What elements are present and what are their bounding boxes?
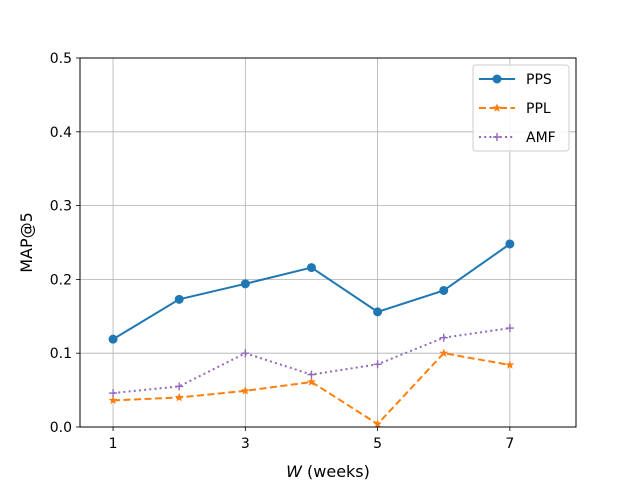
series-layer <box>108 239 515 428</box>
data-point-pps <box>174 294 184 304</box>
data-point-ppl <box>373 419 382 428</box>
data-point-amf <box>439 333 448 342</box>
data-point-amf <box>175 382 184 391</box>
data-point-ppl <box>439 348 449 357</box>
data-point-pps <box>373 307 383 317</box>
legend-item-ppl: PPL <box>479 101 551 117</box>
legend: PPS PPL AMF <box>472 64 570 152</box>
legend-label-ppl: PPL <box>526 101 551 117</box>
y-tick-label: 0.0 <box>50 420 72 436</box>
y-axis-label: MAP@5 <box>17 212 36 273</box>
y-axis-ticks: 0.0 0.1 0.2 0.3 0.4 0.5 <box>50 51 80 436</box>
legend-marker-pps <box>492 74 502 84</box>
data-point-amf <box>307 370 316 379</box>
x-axis-label-var: W <box>286 462 303 480</box>
y-tick-label: 0.3 <box>50 199 72 215</box>
data-point-amf <box>241 349 250 358</box>
legend-item-amf: AMF <box>479 130 556 146</box>
data-point-ppl <box>108 395 118 405</box>
data-point-pps <box>306 263 316 273</box>
data-point-amf <box>373 360 382 369</box>
y-tick-label: 0.1 <box>50 346 72 362</box>
data-point-pps <box>439 285 449 295</box>
data-point-pps <box>505 239 515 249</box>
legend-item-pps: PPS <box>479 72 552 88</box>
series-amf <box>109 324 514 398</box>
x-tick-label: 1 <box>109 436 118 452</box>
y-tick-label: 0.5 <box>50 51 72 67</box>
series-pps <box>108 239 515 344</box>
x-axis-ticks: 1 3 5 7 <box>109 427 514 452</box>
plot-frame <box>79 57 577 428</box>
legend-label-amf: AMF <box>526 130 556 146</box>
data-point-ppl <box>505 360 515 369</box>
x-axis-label-rest: (weeks) <box>302 462 370 480</box>
data-point-ppl <box>307 377 316 386</box>
x-tick-label: 3 <box>241 436 250 452</box>
x-tick-label: 7 <box>505 436 514 452</box>
data-point-amf <box>505 324 514 333</box>
y-tick-label: 0.4 <box>50 125 72 141</box>
legend-marker-amf <box>493 133 501 141</box>
legend-box <box>472 64 570 152</box>
legend-label-pps: PPS <box>526 72 552 88</box>
data-point-pps <box>108 334 118 344</box>
x-tick-label: 5 <box>373 436 382 452</box>
data-point-ppl <box>174 392 184 402</box>
x-axis-label: W (weeks) <box>286 462 370 480</box>
data-point-amf <box>109 389 118 398</box>
data-point-pps <box>240 279 250 289</box>
y-tick-label: 0.2 <box>50 272 72 288</box>
legend-marker-ppl <box>492 103 502 112</box>
data-point-ppl <box>240 386 250 395</box>
series-ppl <box>108 348 515 428</box>
